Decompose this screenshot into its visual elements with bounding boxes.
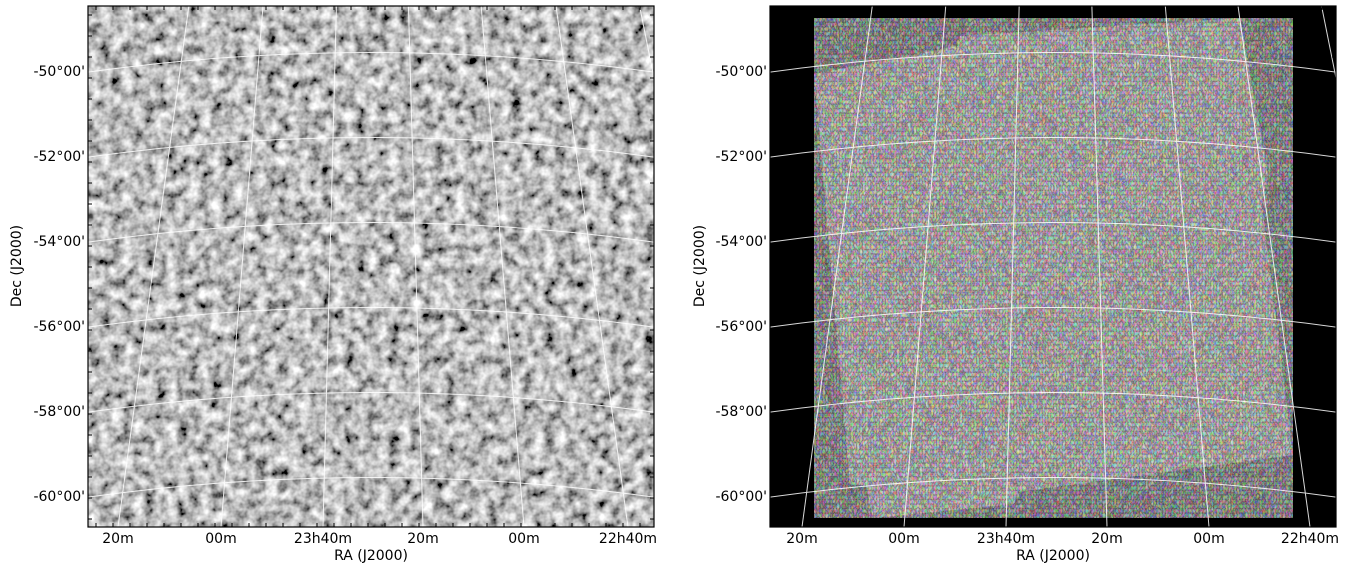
y-tick-label: -56°00' — [33, 319, 85, 335]
x-tick-label: 00m — [888, 531, 919, 547]
y-tick-label: -60°00' — [33, 489, 85, 505]
x-tick-label: 00m — [205, 531, 236, 547]
x-tick-label: 20m — [1091, 531, 1122, 547]
y-tick-label: -54°00' — [33, 234, 85, 250]
y-tick-label: -58°00' — [715, 404, 767, 420]
x-tick-label: 22h40m — [1281, 531, 1339, 547]
right-image — [770, 6, 1336, 527]
y-tick-label: -52°00' — [33, 149, 85, 165]
x-tick-label: 22h40m — [599, 531, 657, 547]
figure: -50°00' -52°00' -54°00' -56°00' -58°00' -60°0… — [0, 0, 1351, 565]
x-axis-label: RA (J2000) — [334, 548, 408, 564]
x-tick-label: 20m — [786, 531, 817, 547]
y-tick-label: -54°00' — [715, 234, 767, 250]
y-tick-label: -58°00' — [33, 404, 85, 420]
y-tick-label: -56°00' — [715, 319, 767, 335]
y-tick-label: -50°00' — [715, 64, 767, 80]
left-image — [88, 6, 654, 527]
y-axis-label: Dec (J2000) — [692, 225, 708, 307]
x-tick-label: 00m — [1193, 531, 1224, 547]
y-tick-label: -50°00' — [33, 64, 85, 80]
x-axis-label: RA (J2000) — [1016, 548, 1090, 564]
y-axis-label: Dec (J2000) — [9, 225, 25, 307]
y-tick-label: -52°00' — [715, 149, 767, 165]
x-tick-label: 00m — [508, 531, 539, 547]
y-tick-label: -60°00' — [715, 489, 767, 505]
x-tick-label: 20m — [102, 531, 133, 547]
x-tick-label: 23h40m — [294, 531, 352, 547]
x-tick-label: 23h40m — [977, 531, 1035, 547]
x-tick-label: 20m — [407, 531, 438, 547]
